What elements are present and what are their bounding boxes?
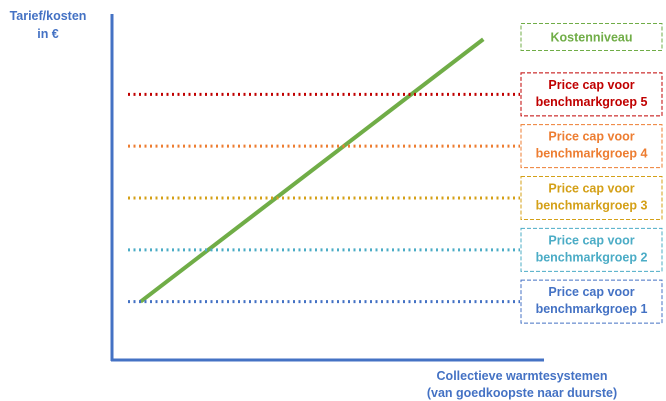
legend-box-border xyxy=(520,227,663,272)
legend-label: Price cap voor xyxy=(548,182,634,196)
legend-box-border xyxy=(520,124,663,169)
legend-label: Price cap voor xyxy=(548,233,634,247)
legend-box-benchmarkgroep-3: Price cap voor benchmarkgroep 3 xyxy=(520,176,663,220)
legend-box-border xyxy=(520,23,663,51)
legend-box-kostenniveau: Kostenniveau xyxy=(520,23,663,51)
y-axis-label: Tarief/kosten in € xyxy=(10,9,87,41)
legend-label: benchmarkgroep 2 xyxy=(536,250,648,264)
legend-label: benchmarkgroep 1 xyxy=(536,302,648,316)
legend-label: Kostenniveau xyxy=(551,31,633,45)
series-layer xyxy=(128,37,520,304)
legend-label: Price cap voor xyxy=(548,78,634,92)
y-axis-label-line-1: Tarief/kosten xyxy=(10,9,87,23)
x-axis-label: Collectieve warmtesystemen (van goedkoop… xyxy=(427,369,617,400)
legend-box-border xyxy=(520,279,663,324)
legend-label: benchmarkgroep 3 xyxy=(536,199,648,213)
x-axis-label-line-2: (van goedkoopste naar duurste) xyxy=(427,386,617,400)
legend-box-benchmarkgroep-5: Price cap voor benchmarkgroep 5 xyxy=(520,72,663,117)
legend-box-border xyxy=(520,72,663,117)
legend-label: Price cap voor xyxy=(548,130,634,144)
legend-box-benchmarkgroep-4: Price cap voor benchmarkgroep 4 xyxy=(520,124,663,169)
legend-box-benchmarkgroep-2: Price cap voor benchmarkgroep 2 xyxy=(520,227,663,272)
legend-box-benchmarkgroep-1: Price cap voor benchmarkgroep 1 xyxy=(520,279,663,324)
axes xyxy=(110,14,544,362)
legend-boxes: Kostenniveau Price cap voor benchmarkgroep… xyxy=(520,23,663,324)
y-axis-label-line-2: in € xyxy=(37,27,59,41)
x-axis-label-line-1: Collectieve warmtesystemen xyxy=(437,369,608,383)
legend-box-border xyxy=(520,176,663,220)
series-line-kostenniveau xyxy=(139,37,485,304)
legend-label: Price cap voor xyxy=(548,285,634,299)
legend-label: benchmarkgroep 5 xyxy=(536,95,648,109)
legend-label: benchmarkgroep 4 xyxy=(536,147,648,161)
